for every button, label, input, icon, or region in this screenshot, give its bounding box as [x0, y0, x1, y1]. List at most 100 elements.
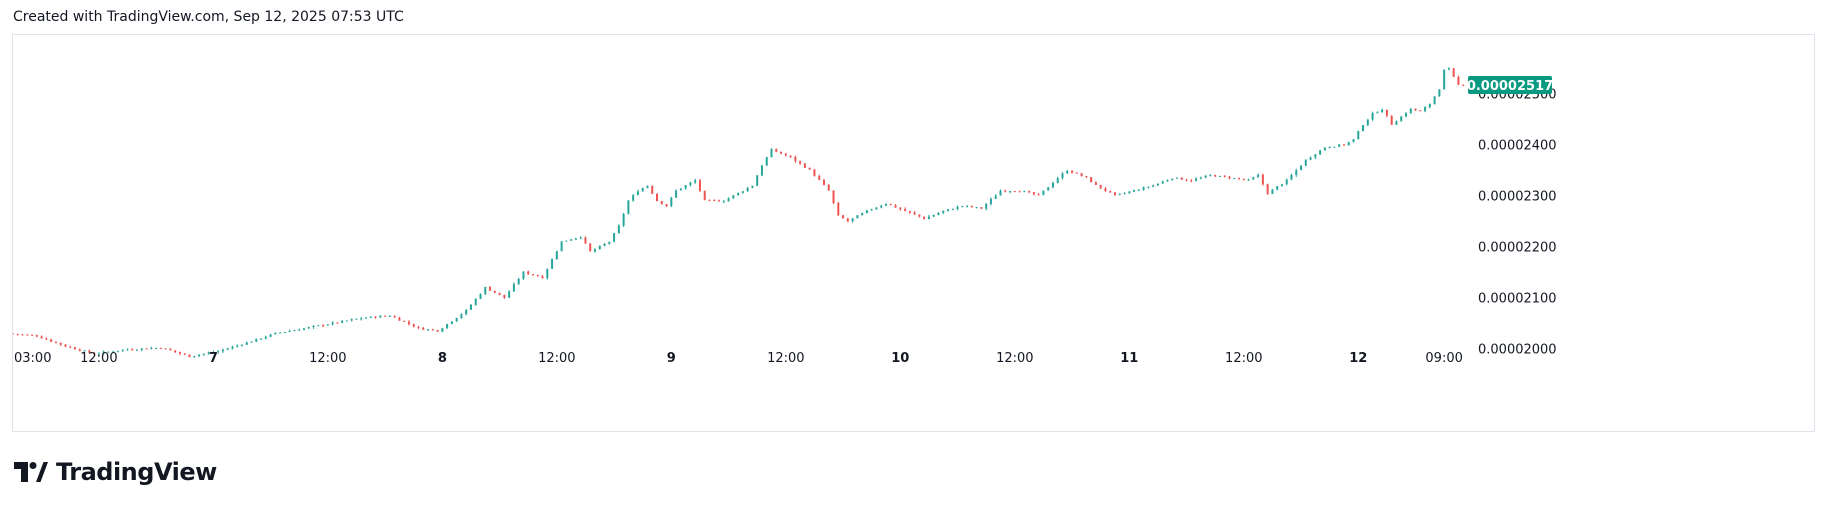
candle-body: [484, 287, 487, 294]
candle-body: [985, 204, 988, 209]
candle-body: [183, 353, 186, 355]
candle-body: [1176, 177, 1178, 179]
candle-body: [360, 318, 363, 320]
candle-body: [298, 329, 301, 331]
candle-body: [1094, 182, 1097, 185]
candle-body: [217, 351, 220, 353]
candle-body: [1171, 178, 1174, 181]
candle-body: [722, 201, 725, 203]
candle-body: [150, 348, 153, 350]
time-tick-label: 12:00: [538, 351, 575, 366]
candle-body: [613, 233, 616, 242]
candle-body: [598, 245, 601, 250]
candle-body: [431, 329, 434, 331]
candle-body: [407, 321, 410, 325]
candle-body: [803, 163, 806, 168]
candle-body: [756, 175, 759, 186]
candle-body: [570, 239, 573, 241]
time-tick-label: 11: [1120, 351, 1138, 366]
candle-body: [522, 271, 525, 279]
candle-body: [765, 157, 768, 166]
candle-body: [422, 327, 425, 330]
candle-body: [646, 185, 649, 189]
candle-body: [660, 201, 663, 205]
candle-body: [870, 209, 873, 211]
candle-body: [493, 290, 496, 293]
candle-body: [698, 180, 701, 191]
candle-body: [617, 225, 620, 234]
candle-body: [918, 214, 921, 217]
candle-body: [21, 334, 24, 336]
candle-body: [16, 333, 19, 335]
chart-frame[interactable]: 0.00002000 0.00002100 0.00002200 0.00002300…: [12, 34, 1815, 432]
candle-body: [1261, 174, 1264, 185]
candle-body: [541, 276, 544, 279]
candle-body: [1118, 193, 1121, 195]
candle-body: [255, 338, 258, 342]
candle-body: [751, 185, 754, 188]
candle-body: [927, 216, 930, 220]
candle-body: [822, 179, 825, 185]
candle-body: [279, 332, 282, 334]
price-axis[interactable]: 0.00002000 0.00002100 0.00002200 0.00002300…: [1478, 88, 1557, 358]
candle-body: [641, 188, 644, 192]
time-tick-label: 10: [891, 351, 909, 366]
candle-body: [1133, 190, 1136, 192]
time-tick-label: 03:00: [14, 351, 51, 366]
candle-body: [1342, 144, 1345, 146]
tradingview-logo-icon: [14, 462, 48, 482]
candle-body: [341, 320, 344, 323]
candle-body: [818, 175, 821, 180]
candle-body: [260, 338, 263, 340]
candle-body: [1247, 179, 1250, 181]
candle-body: [1438, 89, 1441, 97]
candle-body: [441, 328, 444, 332]
candle-body: [579, 237, 582, 239]
candle-body: [40, 336, 43, 339]
candle-body: [1113, 192, 1116, 195]
candle-body: [894, 205, 897, 208]
time-axis[interactable]: 03:00 12:00 7 12:00 8 12:00 9 12:00 10 12:00 11 12:…: [14, 351, 1463, 366]
candle-body: [50, 339, 53, 342]
candle-body: [684, 185, 687, 189]
candle-body: [136, 349, 139, 351]
time-tick-label: 12:00: [80, 351, 117, 366]
candle-body: [450, 321, 453, 325]
candle-body: [97, 353, 100, 355]
candle-body: [636, 191, 639, 196]
candle-body: [1209, 174, 1212, 176]
candle-body: [379, 315, 382, 318]
candle-body: [1161, 181, 1164, 184]
candle-body: [303, 328, 305, 330]
candle-body: [679, 188, 682, 191]
candle-body: [1066, 170, 1069, 174]
candle-body: [784, 153, 787, 156]
candle-body: [1238, 178, 1241, 180]
candle-body: [1204, 175, 1207, 178]
candle-body: [307, 327, 310, 329]
candle-body: [45, 338, 48, 340]
candle-body: [202, 353, 205, 355]
candle-body: [374, 316, 377, 318]
tradingview-logo[interactable]: TradingView: [14, 458, 217, 486]
candle-body: [350, 319, 353, 321]
time-tick-label: 12:00: [996, 351, 1033, 366]
candle-body: [131, 349, 134, 351]
candle-body: [689, 182, 692, 186]
candle-body: [74, 347, 77, 350]
candle-body: [1252, 177, 1255, 180]
candle-body: [403, 320, 406, 322]
candle-body: [1304, 159, 1307, 166]
candlestick-chart[interactable]: 0.00002000 0.00002100 0.00002200 0.00002300…: [13, 35, 1816, 433]
candle-body: [1023, 191, 1026, 193]
candle-body: [1271, 189, 1274, 194]
candle-body: [264, 336, 267, 339]
candle-body: [1447, 68, 1450, 70]
candle-body: [932, 214, 935, 217]
candle-body: [116, 350, 119, 352]
candle-body: [560, 241, 563, 252]
candle-body: [956, 206, 959, 210]
candle-body: [1152, 185, 1155, 187]
candle-body: [1032, 192, 1035, 195]
candle-body: [1280, 184, 1283, 187]
